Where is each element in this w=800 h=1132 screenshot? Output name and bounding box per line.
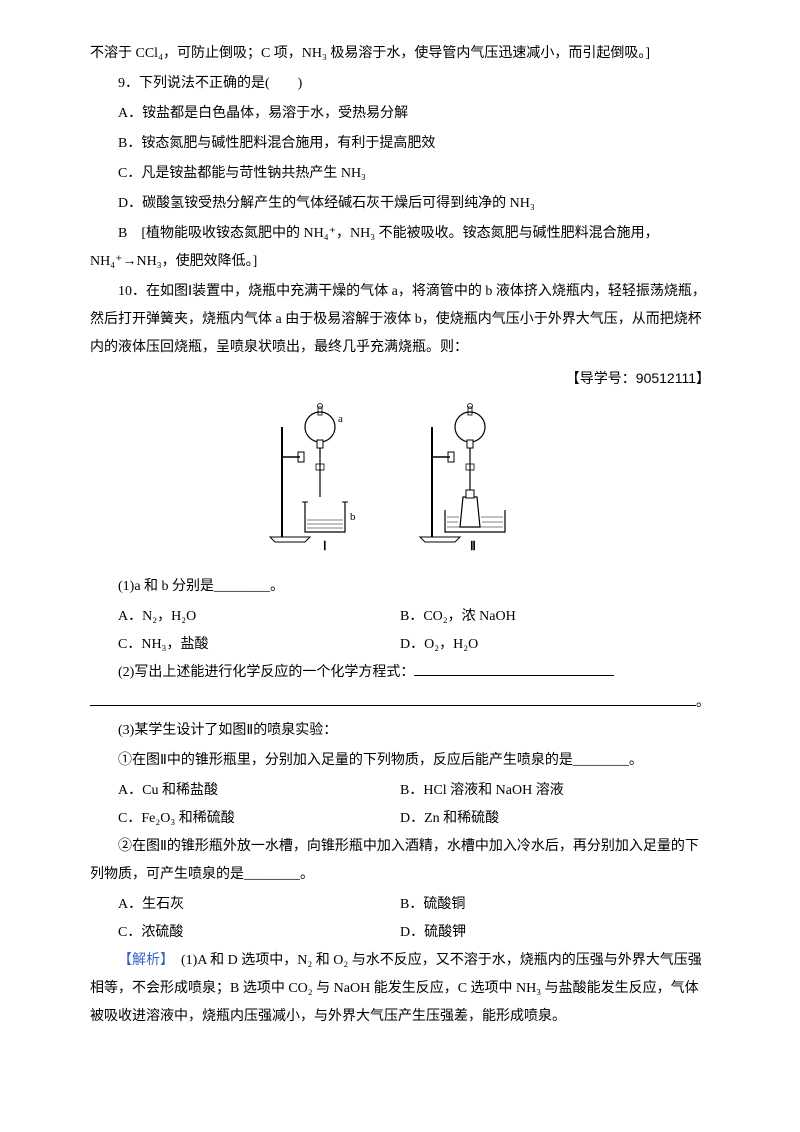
q9-option-d: D．碳酸氢铵受热分解产生的气体经碱石灰干燥后可得到纯净的 NH₃ bbox=[90, 190, 710, 218]
q10-sub1-options-row1: A．N₂，H₂O B．CO₂，浓 NaOH bbox=[90, 603, 710, 631]
q10-analysis: 【解析】 (1)A 和 D 选项中，N₂ 和 O₂ 与水不反应，又不溶于水，烧瓶… bbox=[90, 947, 710, 1031]
q10-sub3-stem: (3)某学生设计了如图Ⅱ的喷泉实验： bbox=[90, 717, 710, 745]
q9-answer: B [植物能吸收铵态氮肥中的 NH₄⁺，NH₃ 不能被吸收。铵态氮肥与碱性肥料混… bbox=[90, 220, 710, 276]
q10-sub1-option-a: A．N₂，H₂O bbox=[90, 603, 400, 631]
blank-fill-long[interactable] bbox=[90, 689, 696, 706]
q10-stem: 10．在如图Ⅰ装置中，烧瓶中充满干燥的气体 a，将滴管中的 b 液体挤入烧瓶内，… bbox=[90, 278, 710, 362]
label-b: b bbox=[350, 511, 356, 523]
apparatus-2: Ⅱ bbox=[420, 404, 505, 553]
q10-sub3-options-row1: A．Cu 和稀盐酸 B．HCl 溶液和 NaOH 溶液 bbox=[90, 777, 710, 805]
q9-stem: 9．下列说法不正确的是( ) bbox=[90, 70, 710, 98]
label-I: Ⅰ bbox=[323, 539, 327, 552]
q9-option-c: C．凡是铵盐都能与苛性钠共热产生 NH₃ bbox=[90, 160, 710, 188]
intro-text: 不溶于 CCl₄，可防止倒吸；C 项，NH₃ 极易溶于水，使导管内气压迅速减小，… bbox=[90, 40, 710, 68]
q10-sub3-part2-option-c: C．浓硫酸 bbox=[90, 919, 400, 947]
q10-sub2-prefix: (2)写出上述能进行化学反应的一个化学方程式： bbox=[118, 665, 414, 680]
q10-sub3-part2-option-d: D．硫酸钾 bbox=[400, 919, 710, 947]
label-a: a bbox=[338, 413, 343, 425]
q9-option-a: A．铵盐都是白色晶体，易溶于水，受热易分解 bbox=[90, 100, 710, 128]
q10-sub3-part2-option-b: B．硫酸铜 bbox=[400, 891, 710, 919]
apparatus-1: a b Ⅰ bbox=[270, 404, 356, 553]
period: 。 bbox=[696, 689, 710, 717]
q9-option-b: B．铵态氮肥与碱性肥料混合施用，有利于提高肥效 bbox=[90, 130, 710, 158]
label-II: Ⅱ bbox=[470, 539, 476, 552]
q10-sub1-option-c: C．NH₃，盐酸 bbox=[90, 631, 400, 659]
q10-sub3-part2-option-a: A．生石灰 bbox=[90, 891, 400, 919]
q10-sub1-options-row2: C．NH₃，盐酸 D．O₂，H₂O bbox=[90, 631, 710, 659]
q10-sub3-option-d: D．Zn 和稀硫酸 bbox=[400, 805, 710, 833]
q10-sub3-part2-stem: ②在图Ⅱ的锥形瓶外放一水槽，向锥形瓶中加入酒精，水槽中加入冷水后，再分别加入足量… bbox=[90, 833, 710, 889]
apparatus-figure: a b Ⅰ bbox=[90, 402, 710, 563]
blank-fill[interactable] bbox=[414, 662, 614, 676]
analysis-text: (1)A 和 D 选项中，N₂ 和 O₂ 与水不反应，又不溶于水，烧瓶内的压强与… bbox=[90, 953, 702, 1024]
q10-sub2-blank-row: 。 bbox=[90, 689, 710, 717]
q10-sub2-stem: (2)写出上述能进行化学反应的一个化学方程式： bbox=[90, 659, 710, 687]
guide-number: 【导学号：90512111】 bbox=[90, 364, 710, 392]
q10-sub1-stem: (1)a 和 b 分别是________。 bbox=[90, 573, 710, 601]
q10-sub3-part2-row2: C．浓硫酸 D．硫酸钾 bbox=[90, 919, 710, 947]
q10-sub1-option-b: B．CO₂，浓 NaOH bbox=[400, 603, 710, 631]
q10-sub3-part1-stem: ①在图Ⅱ中的锥形瓶里，分别加入足量的下列物质，反应后能产生喷泉的是_______… bbox=[90, 747, 710, 775]
q10-sub3-part2-row1: A．生石灰 B．硫酸铜 bbox=[90, 891, 710, 919]
q10-sub1-option-d: D．O₂，H₂O bbox=[400, 631, 710, 659]
q10-sub3-option-c: C．Fe₂O₃ 和稀硫酸 bbox=[90, 805, 400, 833]
q10-sub3-option-a: A．Cu 和稀盐酸 bbox=[90, 777, 400, 805]
apparatus-svg: a b Ⅰ bbox=[250, 402, 550, 552]
q10-sub3-option-b: B．HCl 溶液和 NaOH 溶液 bbox=[400, 777, 710, 805]
analysis-label: 【解析】 bbox=[118, 953, 167, 968]
q10-sub3-options-row2: C．Fe₂O₃ 和稀硫酸 D．Zn 和稀硫酸 bbox=[90, 805, 710, 833]
